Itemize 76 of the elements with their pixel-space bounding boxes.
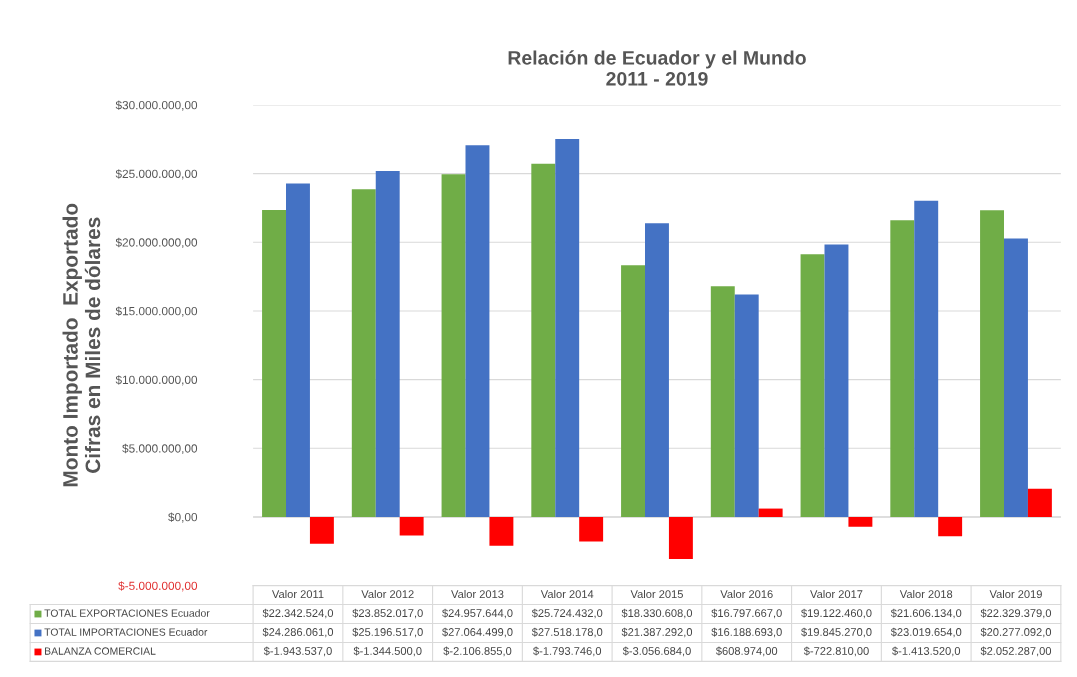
bar (262, 210, 286, 517)
y-tick-label: $20.000.000,00 (115, 237, 198, 249)
bar (645, 223, 669, 517)
y-tick-label: $25.000.000,00 (115, 169, 198, 180)
bar (758, 508, 783, 517)
bar (800, 254, 825, 517)
bar (980, 210, 1004, 517)
y-tick-label: $15.000.000,00 (115, 306, 198, 317)
x-tick-label: Valor 2014 (540, 589, 594, 599)
bar (351, 189, 376, 517)
data-label: $18.330.608,0 (621, 608, 693, 619)
data-label: $21.387.292,0 (621, 627, 693, 638)
x-tick-label: Valor 2017 (810, 589, 863, 599)
data-label: $24.286.061,0 (262, 627, 334, 638)
bar (531, 163, 556, 517)
bar (1004, 238, 1028, 517)
y-tick-label: $5.000.000,00 (122, 443, 198, 455)
bar (399, 516, 424, 536)
bar (286, 183, 310, 517)
y-tick-label: $-5.000.000,00 (118, 581, 198, 592)
data-label: $24.957.644,0 (442, 608, 513, 619)
x-tick-label: Valor 2011 (271, 589, 324, 599)
data-label: $22.329.379,0 (980, 608, 1052, 619)
data-label: $19.122.460,0 (801, 608, 872, 619)
x-tick-label: Valor 2018 (899, 589, 953, 599)
bar (890, 220, 915, 517)
data-label: $-722.810,00 (803, 646, 869, 657)
y-axis-title: Monto Importado Exportado Cifras en Miles de dólares (62, 203, 101, 487)
data-label: $25.724.432,0 (531, 608, 603, 619)
data-label: $23.852.017,0 (352, 608, 423, 619)
bar (824, 244, 849, 517)
bar (579, 516, 604, 542)
bar (465, 145, 490, 517)
data-label: $21.606.134,0 (890, 608, 962, 619)
data-label: $-1.344.500,0 (353, 646, 422, 657)
data-label: $608.974,00 (715, 646, 778, 657)
bar (848, 516, 873, 527)
data-label: $2.052.287,00 (980, 646, 1052, 657)
data-label: $-2.106.855,0 (443, 646, 512, 657)
data-label: $27.518.178,0 (531, 627, 603, 638)
legend-label: BALANZA COMERCIAL (45, 647, 156, 655)
data-label: $27.064.499,0 (442, 627, 513, 638)
data-label: $16.188.693,0 (711, 627, 782, 638)
bar (309, 516, 334, 544)
data-label: $20.277.092,0 (980, 627, 1052, 638)
bar (1027, 488, 1052, 517)
bar (375, 170, 400, 517)
legend-label: TOTAL EXPORTACIONES Ecuador (44, 609, 210, 617)
data-label: $-1.793.746,0 (533, 646, 602, 657)
bar (710, 286, 735, 517)
bar (734, 294, 759, 517)
bar (555, 139, 580, 517)
data-label: $-1.413.520,0 (892, 646, 961, 657)
y-tick-label: $10.000.000,00 (115, 375, 198, 386)
data-label: $25.196.517,0 (352, 627, 423, 638)
chart-title: Relación de Ecuador y el Mundo 2011 - 2019 (508, 50, 806, 86)
x-tick-label: Valor 2012 (361, 589, 414, 599)
bar (441, 174, 466, 517)
y-tick-label: $30.000.000,00 (115, 100, 198, 111)
x-tick-label: Valor 2016 (720, 589, 773, 599)
legend-label: TOTAL IMPORTACIONES Ecuador (44, 628, 208, 636)
x-tick-label: Valor 2013 (451, 589, 504, 599)
bar (938, 516, 963, 537)
bar (489, 516, 514, 546)
x-tick-label: Valor 2015 (630, 589, 683, 599)
bar (668, 516, 693, 559)
data-label: $-1.943.537,0 (263, 646, 332, 657)
bar (621, 265, 645, 517)
data-label: $23.019.654,0 (890, 627, 962, 638)
bar (914, 200, 939, 517)
data-label: $19.845.270,0 (801, 627, 872, 638)
data-label: $16.797.667,0 (711, 608, 782, 619)
data-label: $22.342.524,0 (262, 608, 334, 619)
x-tick-label: Valor 2019 (989, 589, 1042, 599)
y-tick-label: $0,00 (168, 512, 198, 523)
data-label: $-3.056.684,0 (622, 646, 691, 657)
